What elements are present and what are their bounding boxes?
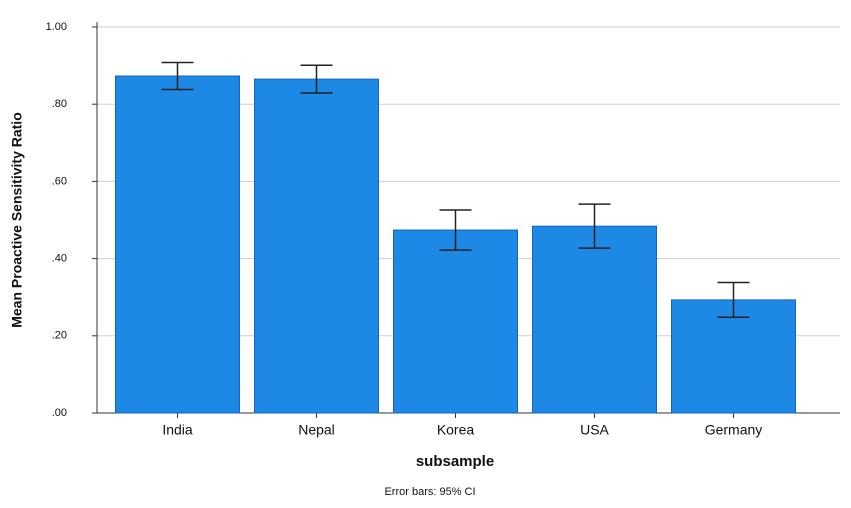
- note: Error bars: 95% CI: [384, 486, 475, 498]
- error-bar: [578, 203, 611, 249]
- bar: [115, 75, 240, 414]
- y-tick-label: 1.00: [46, 21, 67, 33]
- x-tick-label: Germany: [705, 422, 763, 438]
- bar: [254, 78, 379, 414]
- y-tick-label: .60: [52, 175, 67, 187]
- bar: [532, 225, 657, 414]
- x-axis-label: subsample: [416, 453, 494, 470]
- y-axis-label: Mean Proactive Sensitivity Ratio: [9, 112, 25, 328]
- y-tick-label: .20: [52, 330, 67, 342]
- error-bar: [300, 64, 333, 94]
- bar: [393, 229, 518, 414]
- error-bar: [439, 209, 472, 251]
- bar: [671, 299, 796, 414]
- x-tick-label: Korea: [437, 422, 475, 438]
- error-bar: [717, 281, 750, 319]
- y-tick-label: .80: [52, 98, 67, 110]
- x-tick-label: Nepal: [298, 422, 335, 438]
- y-tick-label: .00: [52, 407, 67, 419]
- error-bar: [161, 61, 194, 91]
- x-tick-label: India: [162, 422, 193, 438]
- x-tick-label: USA: [580, 422, 609, 438]
- y-tick-label: .40: [52, 253, 67, 265]
